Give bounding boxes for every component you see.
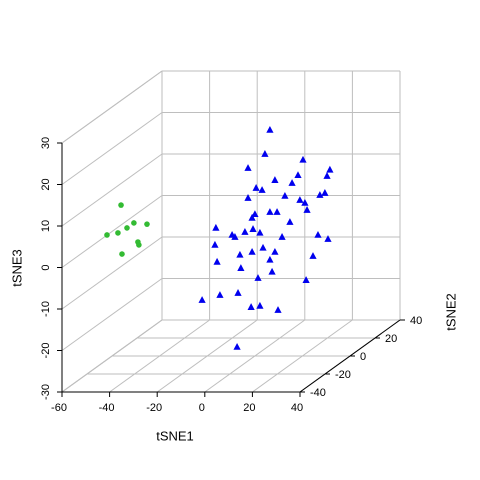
y-axis-label: tSNE2 bbox=[443, 293, 458, 331]
z-tick-label: 0 bbox=[40, 264, 52, 270]
point bbox=[316, 191, 324, 198]
point bbox=[266, 208, 274, 215]
grid-line bbox=[61, 153, 163, 227]
point bbox=[323, 172, 331, 179]
z-tick-label: -10 bbox=[40, 301, 52, 317]
grid-line bbox=[61, 195, 163, 268]
point bbox=[213, 257, 221, 265]
point bbox=[266, 255, 274, 263]
point bbox=[296, 196, 304, 203]
point bbox=[104, 232, 110, 238]
point bbox=[234, 289, 242, 296]
point bbox=[324, 235, 332, 242]
point bbox=[216, 291, 224, 298]
point bbox=[274, 306, 282, 313]
point bbox=[281, 191, 289, 199]
y-tick-label: 20 bbox=[385, 333, 397, 345]
y-tick-label: 0 bbox=[360, 351, 366, 363]
grid-line bbox=[61, 70, 163, 144]
point bbox=[136, 242, 142, 248]
point bbox=[256, 228, 264, 236]
point bbox=[259, 243, 267, 251]
x-tick-label: -40 bbox=[99, 402, 115, 414]
point bbox=[212, 223, 220, 231]
point bbox=[302, 276, 310, 283]
point bbox=[254, 274, 262, 281]
point bbox=[326, 165, 334, 173]
z-tick-label: 10 bbox=[40, 220, 52, 232]
y-tick-label: 40 bbox=[410, 315, 422, 327]
y-tick-label: -20 bbox=[335, 369, 351, 381]
point bbox=[266, 125, 274, 133]
x-tick-label: 20 bbox=[243, 402, 255, 414]
grid-line bbox=[61, 278, 163, 351]
point bbox=[252, 184, 260, 191]
point bbox=[261, 150, 269, 157]
point bbox=[115, 230, 121, 236]
y-axis bbox=[299, 319, 401, 393]
point bbox=[244, 164, 252, 171]
point bbox=[288, 179, 296, 186]
point bbox=[144, 221, 150, 227]
x-tick-label: 0 bbox=[199, 402, 205, 414]
point bbox=[303, 206, 311, 213]
z-axis-label: tSNE3 bbox=[9, 249, 24, 287]
point bbox=[249, 225, 257, 232]
z-tick-label: 20 bbox=[40, 178, 52, 190]
point bbox=[271, 247, 279, 255]
point bbox=[256, 301, 264, 309]
z-tick-label: -30 bbox=[40, 384, 52, 400]
point bbox=[124, 225, 130, 231]
point bbox=[286, 218, 294, 225]
point bbox=[211, 240, 219, 248]
point bbox=[278, 233, 286, 240]
point bbox=[258, 186, 266, 193]
point bbox=[247, 303, 255, 310]
point bbox=[251, 210, 259, 217]
z-tick-label: -20 bbox=[40, 343, 52, 359]
point bbox=[268, 267, 276, 275]
point bbox=[248, 247, 256, 255]
point bbox=[119, 251, 125, 257]
point bbox=[294, 171, 302, 178]
x-tick-label: 40 bbox=[291, 402, 303, 414]
point bbox=[301, 198, 309, 206]
point bbox=[131, 220, 137, 226]
point bbox=[309, 252, 317, 259]
point bbox=[237, 264, 245, 271]
point bbox=[244, 194, 252, 201]
point bbox=[233, 343, 241, 350]
point bbox=[236, 250, 244, 258]
x-tick-label: -60 bbox=[51, 402, 67, 414]
point bbox=[314, 230, 322, 238]
point bbox=[118, 202, 124, 208]
y-tick-label: -40 bbox=[310, 387, 326, 399]
z-tick-label: 30 bbox=[40, 137, 52, 149]
point bbox=[273, 208, 281, 215]
point bbox=[248, 213, 256, 221]
point bbox=[231, 233, 239, 240]
point bbox=[198, 296, 206, 303]
grid-line bbox=[61, 236, 163, 310]
point bbox=[299, 155, 307, 163]
grid-line bbox=[61, 112, 163, 185]
point bbox=[241, 228, 249, 235]
x-tick-label: -20 bbox=[146, 402, 162, 414]
x-axis-label: tSNE1 bbox=[156, 428, 194, 443]
point bbox=[271, 176, 279, 183]
point bbox=[321, 189, 329, 196]
